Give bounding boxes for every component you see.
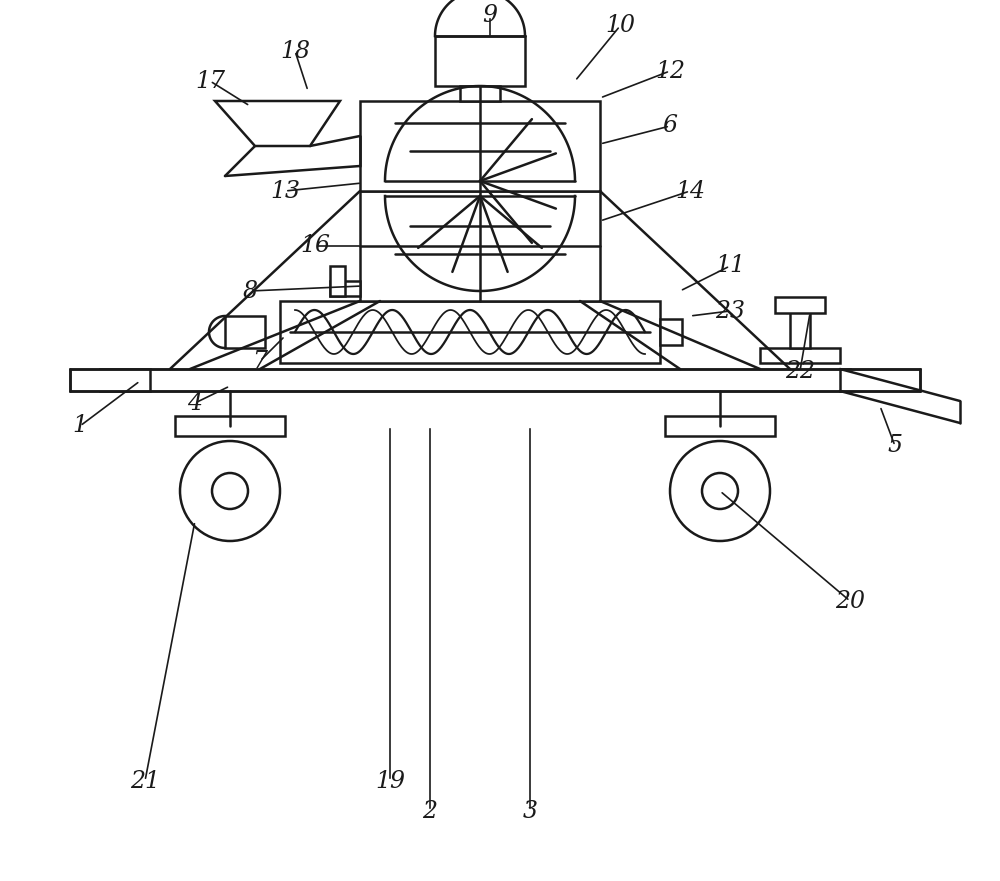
Bar	[760, 348, 840, 363]
Text: 18: 18	[280, 40, 310, 63]
Text: 23: 23	[715, 300, 745, 322]
Text: 4: 4	[188, 391, 202, 414]
Bar	[330, 266, 345, 296]
Text: 7: 7	[252, 350, 268, 373]
Text: 8: 8	[242, 279, 258, 302]
Polygon shape	[215, 101, 340, 146]
Bar	[665, 416, 775, 436]
Text: 5: 5	[888, 434, 902, 457]
Text: 6: 6	[662, 115, 678, 137]
Bar	[330, 281, 360, 296]
Text: 16: 16	[300, 234, 330, 257]
Text: 13: 13	[270, 180, 300, 203]
Bar	[70, 369, 150, 391]
Circle shape	[702, 473, 738, 509]
Bar	[790, 308, 810, 348]
Bar	[360, 101, 600, 191]
Bar	[660, 319, 682, 345]
Text: 1: 1	[72, 414, 88, 438]
Text: 2: 2	[422, 799, 438, 823]
Circle shape	[670, 441, 770, 541]
Text: 3: 3	[522, 799, 538, 823]
Bar	[460, 86, 500, 101]
Text: 21: 21	[130, 769, 160, 793]
Bar	[360, 191, 600, 301]
Bar	[100, 369, 850, 391]
Text: 11: 11	[715, 255, 745, 278]
Text: 19: 19	[375, 769, 405, 793]
Bar	[175, 416, 285, 436]
Text: 17: 17	[195, 70, 225, 93]
Bar	[775, 297, 825, 313]
Text: 12: 12	[655, 60, 685, 83]
Bar	[840, 369, 920, 391]
Circle shape	[212, 473, 248, 509]
Bar	[280, 301, 660, 363]
Text: 20: 20	[835, 589, 865, 612]
Text: 22: 22	[785, 359, 815, 382]
Text: 10: 10	[605, 14, 635, 38]
Text: 9: 9	[482, 4, 498, 27]
Text: 14: 14	[675, 180, 705, 203]
Bar	[225, 316, 265, 348]
Bar	[435, 36, 525, 86]
Circle shape	[180, 441, 280, 541]
